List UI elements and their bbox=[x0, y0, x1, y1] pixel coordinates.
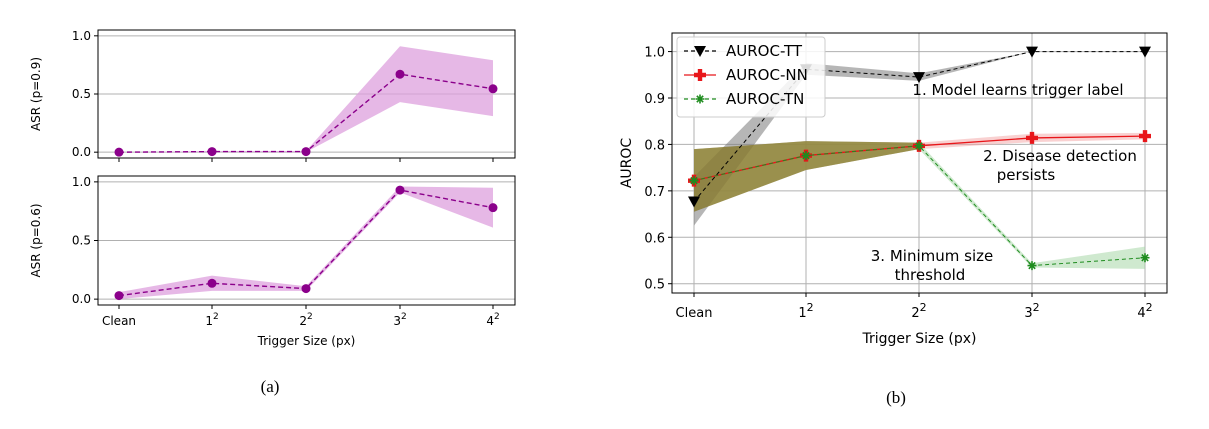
x-tick-label: Clean bbox=[102, 314, 136, 328]
overlap-band bbox=[694, 141, 919, 212]
marker-star bbox=[1027, 261, 1037, 271]
data-point bbox=[488, 203, 498, 213]
y-tick-label: 0.6 bbox=[644, 231, 665, 246]
data-point bbox=[207, 147, 217, 157]
y-tick-label: 1.0 bbox=[72, 175, 91, 189]
marker-star bbox=[801, 151, 811, 161]
panel-a-top-chart: 0.0 0.5 1.0 ASR (p=0.9) bbox=[29, 29, 516, 162]
legend-label: AUROC-NN bbox=[726, 66, 808, 84]
x-tick-label: 42 bbox=[1137, 301, 1152, 321]
marker-star bbox=[695, 94, 705, 104]
y-axis-label: AUROC bbox=[619, 138, 635, 189]
data-point bbox=[301, 284, 311, 294]
data-point bbox=[114, 147, 124, 157]
y-tick-label: 1.0 bbox=[644, 46, 665, 61]
y-tick-label: 0.5 bbox=[72, 234, 91, 248]
x-tick-label: 12 bbox=[798, 301, 813, 321]
y-tick-label: 0.5 bbox=[72, 87, 91, 101]
y-tick-label: 0.8 bbox=[644, 138, 665, 153]
marker-triangle bbox=[1139, 46, 1151, 58]
x-tick-label: 42 bbox=[486, 312, 499, 328]
data-point bbox=[395, 69, 405, 79]
x-tick-label: 22 bbox=[299, 312, 312, 328]
data-point bbox=[114, 291, 124, 301]
caption-b: (b) bbox=[886, 388, 906, 407]
legend-label: AUROC-TN bbox=[726, 90, 804, 108]
legend-box bbox=[676, 36, 826, 118]
y-tick-label: 0.5 bbox=[644, 278, 665, 293]
legend-label: AUROC-TT bbox=[726, 42, 803, 60]
x-tick-label: 32 bbox=[1024, 301, 1039, 321]
y-tick-label: 0.9 bbox=[644, 92, 665, 107]
marker-triangle bbox=[1026, 46, 1038, 58]
x-axis-label: Trigger Size (px) bbox=[257, 334, 356, 348]
legend: AUROC-TT AUROC-NN AUROC-TN bbox=[676, 36, 826, 118]
x-tick-label: 32 bbox=[393, 312, 406, 328]
x-tick-label: 12 bbox=[205, 312, 218, 328]
caption-a: (a) bbox=[261, 377, 280, 396]
y-tick-label: 0.0 bbox=[72, 292, 91, 306]
marker-plus bbox=[694, 69, 706, 82]
annotation-text: persists bbox=[997, 166, 1056, 184]
y-axis-label: ASR (p=0.9) bbox=[29, 57, 43, 131]
annotation-text: 3. Minimum size bbox=[871, 247, 993, 265]
annotation-text: 1. Model learns trigger label bbox=[912, 81, 1123, 99]
y-axis-label: ASR (p=0.6) bbox=[29, 203, 43, 277]
x-axis-label: Trigger Size (px) bbox=[861, 331, 976, 347]
x-tick-label: 22 bbox=[911, 301, 926, 321]
confidence-band bbox=[119, 186, 493, 300]
series-line bbox=[693, 145, 1146, 267]
marker-star bbox=[1140, 253, 1150, 263]
data-point bbox=[488, 84, 498, 94]
marker-star bbox=[914, 141, 924, 151]
marker-plus bbox=[1026, 131, 1039, 144]
confidence-band bbox=[119, 46, 493, 153]
annotation-text: 2. Disease detection bbox=[983, 147, 1137, 165]
marker-triangle bbox=[913, 72, 925, 84]
x-tick-label: Clean bbox=[676, 306, 713, 321]
marker-star bbox=[689, 176, 699, 186]
y-tick-label: 0.0 bbox=[72, 145, 91, 159]
y-tick-label: 1.0 bbox=[72, 29, 91, 43]
panel-b-chart: 0.5 0.6 0.7 0.8 0.9 1.0 Clean 12 22 32 42 AUROC Trig… bbox=[619, 32, 1168, 347]
data-point bbox=[207, 278, 217, 288]
data-point bbox=[395, 185, 405, 195]
y-tick-label: 0.7 bbox=[644, 185, 665, 200]
panel-a-bottom-chart: 0.0 0.5 1.0 Clean 12 22 32 42 ASR (p=0.6) Trigger… bbox=[29, 175, 516, 348]
annotation-text: threshold bbox=[895, 266, 966, 284]
data-point bbox=[301, 147, 311, 157]
marker-triangle bbox=[694, 46, 706, 57]
marker-plus bbox=[1139, 130, 1152, 143]
marker-triangle bbox=[688, 196, 700, 208]
